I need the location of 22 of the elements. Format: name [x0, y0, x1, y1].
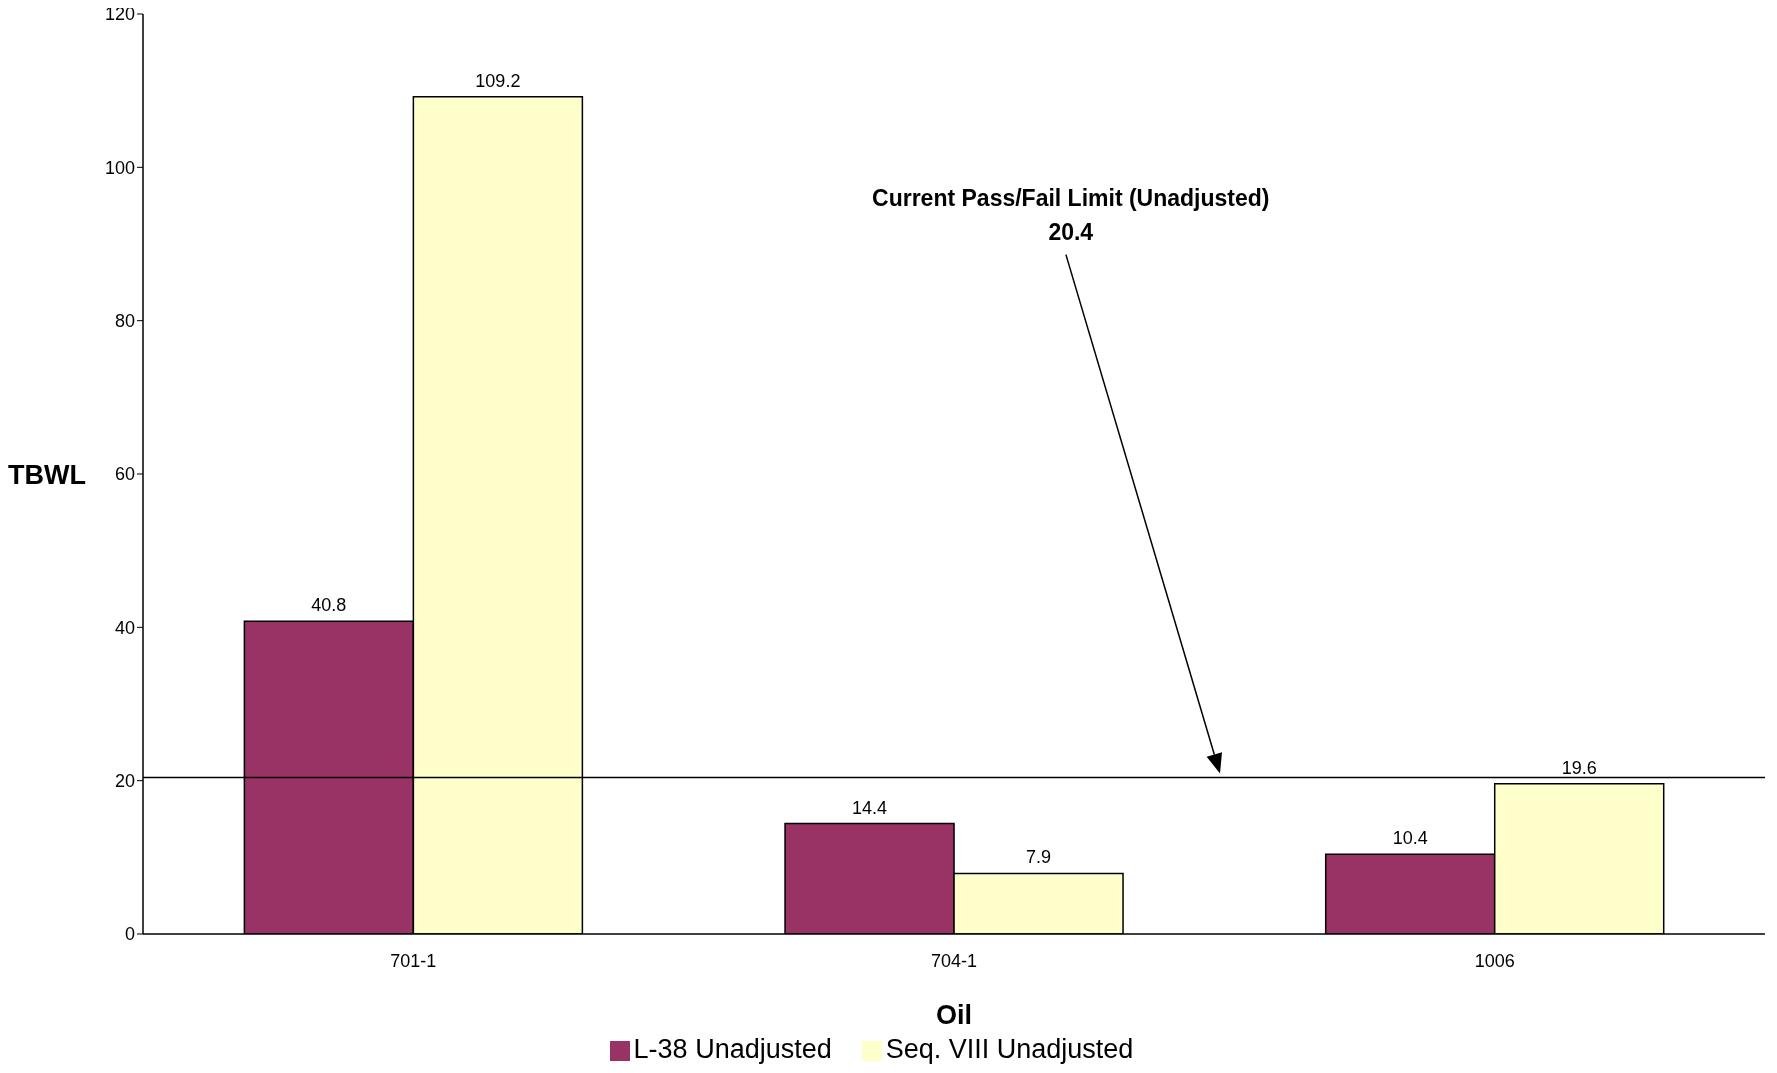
data-label: 109.2 — [475, 70, 521, 91]
y-tick-label: 20 — [114, 771, 135, 792]
y-axis-title: TBWL — [8, 459, 86, 490]
x-tick-label: 1006 — [1474, 950, 1515, 971]
annotation: 20.4 — [1048, 218, 1094, 245]
data-label: 7.9 — [1026, 847, 1052, 868]
y-tick-label: 60 — [114, 464, 135, 485]
y-tick-label: 120 — [104, 4, 135, 25]
data-label: 14.4 — [852, 797, 888, 818]
legend-label: Seq. VIII Unadjusted — [885, 1034, 1134, 1064]
data-label: 40.8 — [311, 595, 347, 616]
x-tick-label: 704-1 — [930, 950, 978, 971]
data-label: 19.6 — [1561, 757, 1597, 778]
y-tick-label: 80 — [114, 311, 135, 332]
data-label: 10.4 — [1392, 828, 1428, 849]
legend-label: L-38 Unadjusted — [633, 1034, 832, 1064]
y-tick-label: 0 — [124, 924, 135, 945]
y-tick-label: 100 — [104, 157, 135, 178]
annotation: Current Pass/Fail Limit (Unadjusted) — [872, 184, 1270, 211]
x-axis-title: Oil — [935, 1000, 973, 1030]
y-tick-label: 40 — [114, 617, 135, 638]
x-tick-label: 701-1 — [390, 950, 437, 971]
